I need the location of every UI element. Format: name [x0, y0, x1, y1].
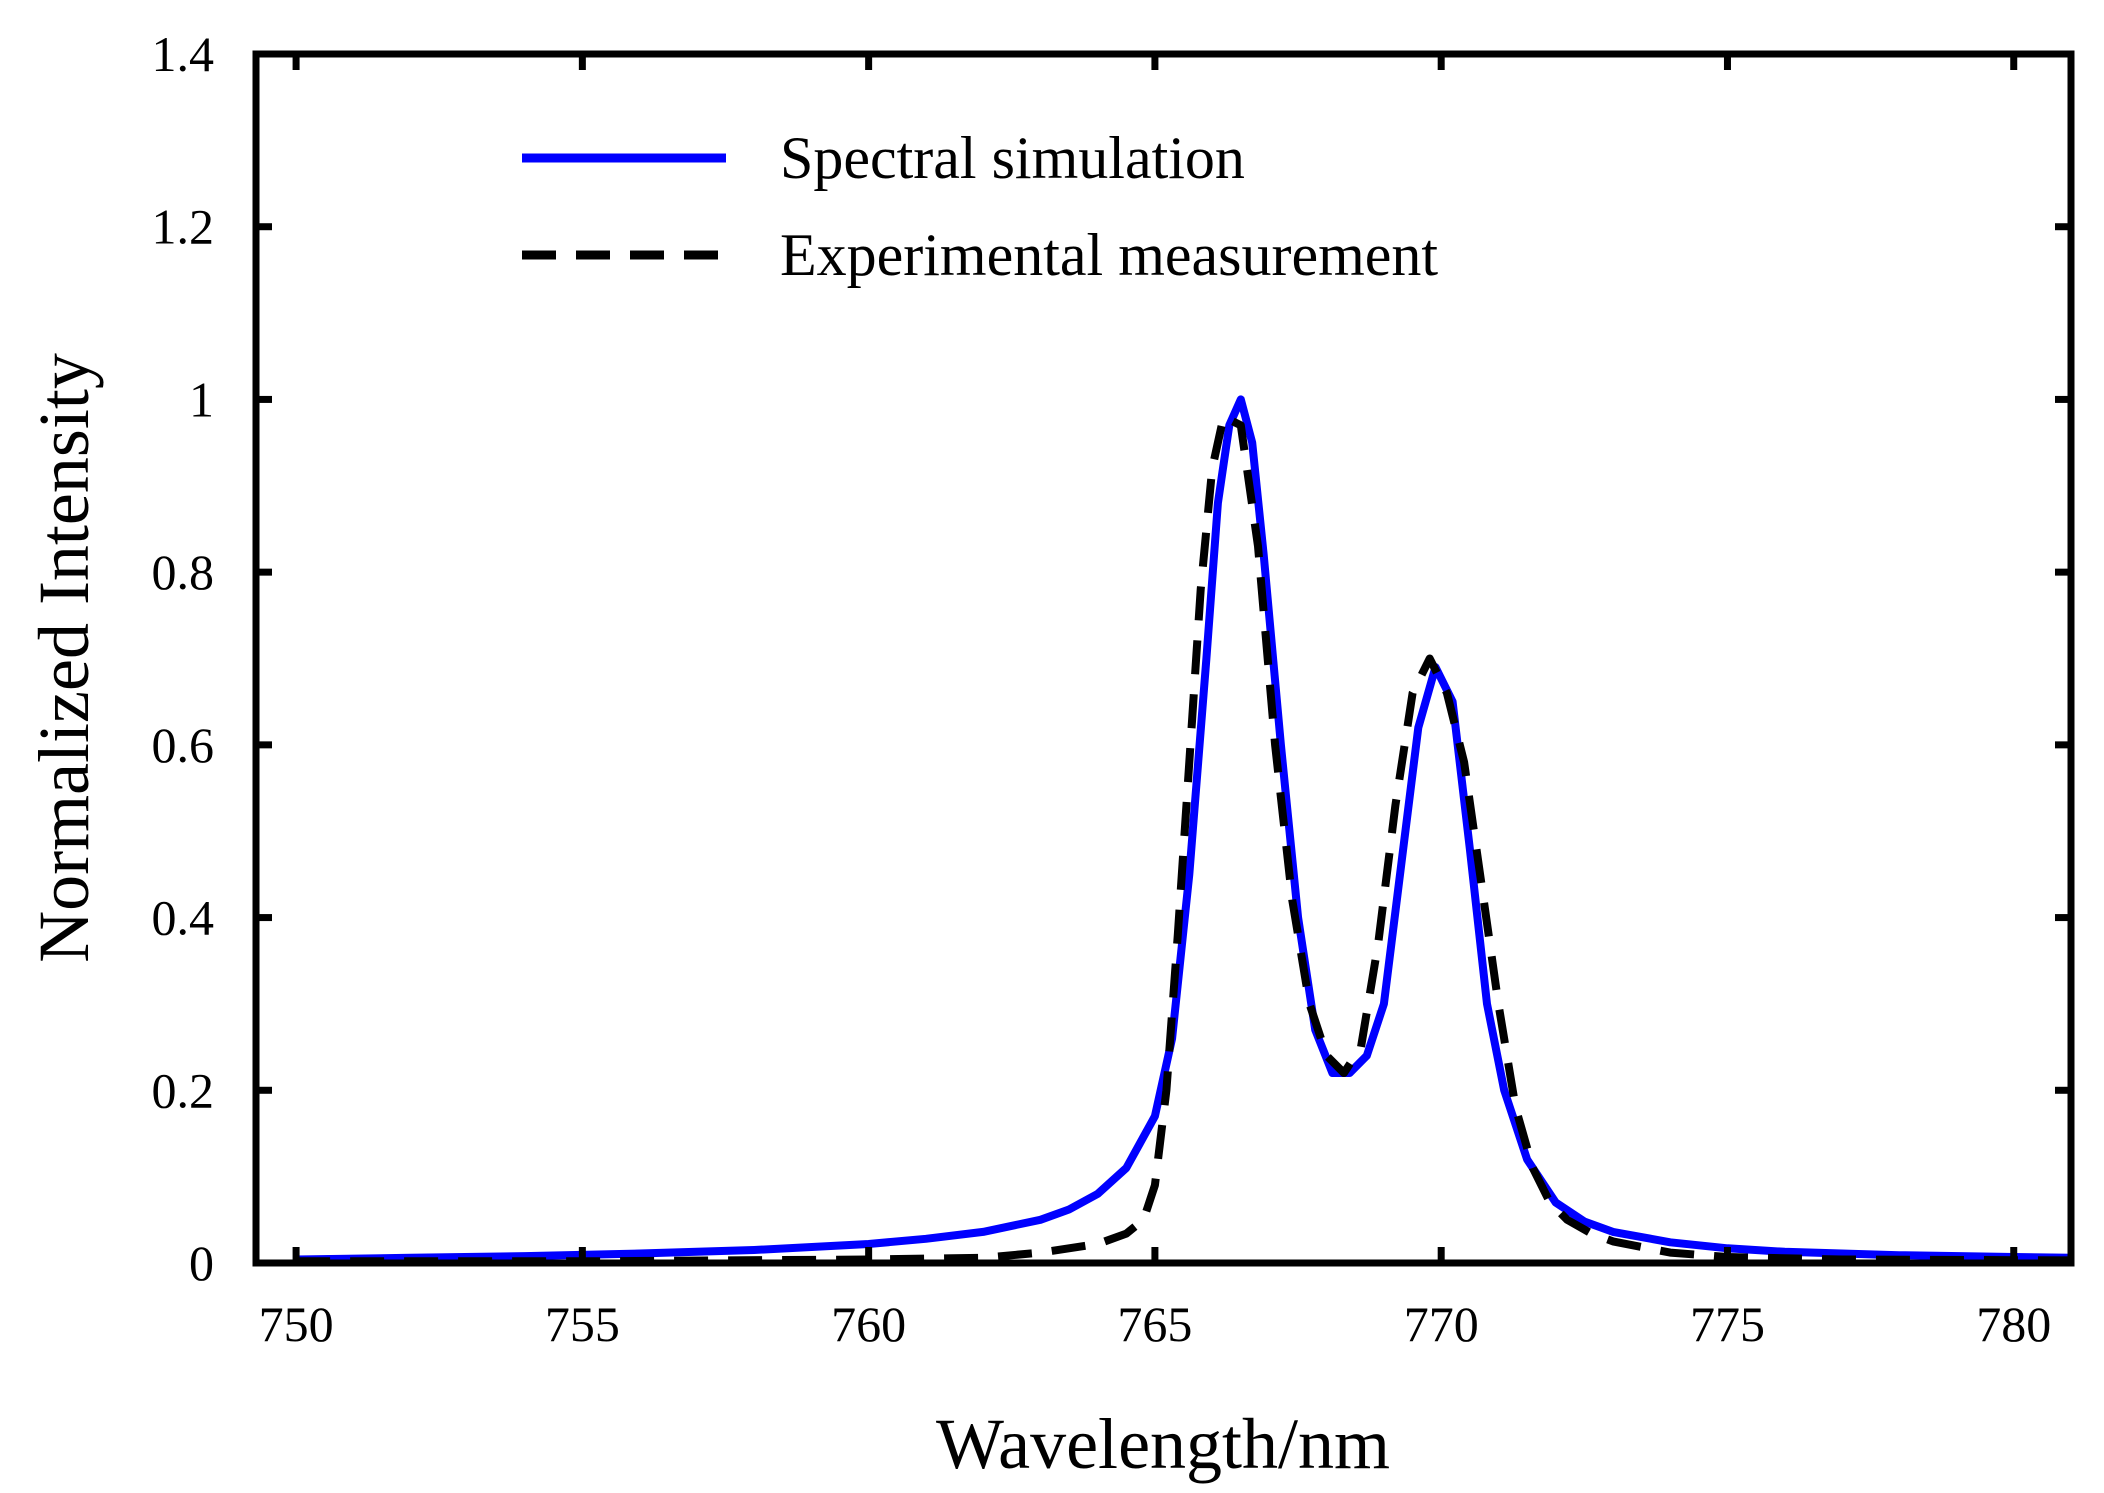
- y-tick-label: 0.4: [152, 890, 215, 946]
- tick-labels-layer: 750 755 760 765 770 775 780 0 0.2 0.4 0.6 0.8 1 1.2 1.…: [152, 26, 2052, 1352]
- y-tick-label: 1: [189, 371, 214, 427]
- x-tick-label: 780: [1976, 1296, 2051, 1352]
- legend: Spectral simulation Experimental measure…: [522, 125, 1438, 288]
- y-tick-label: 1.4: [152, 26, 215, 82]
- y-axis-title: Normalized Intensity: [24, 353, 104, 963]
- x-tick-label: 755: [545, 1296, 620, 1352]
- x-tick-label: 775: [1690, 1296, 1765, 1352]
- x-axis-title: Wavelength/nm: [936, 1404, 1390, 1484]
- y-tick-label: 0.6: [152, 717, 215, 773]
- y-tick-label: 0: [189, 1235, 214, 1291]
- y-tick-label: 0.8: [152, 544, 215, 600]
- x-tick-label: 760: [831, 1296, 906, 1352]
- x-tick-label: 765: [1117, 1296, 1192, 1352]
- legend-label-experimental: Experimental measurement: [780, 222, 1438, 288]
- y-tick-label: 0.2: [152, 1062, 215, 1118]
- legend-label-simulation: Spectral simulation: [780, 125, 1245, 191]
- x-tick-label: 750: [259, 1296, 334, 1352]
- x-tick-label: 770: [1404, 1296, 1479, 1352]
- y-tick-label: 1.2: [152, 199, 215, 255]
- plot-frame: [252, 50, 2075, 1267]
- series-layer: [296, 395, 2072, 1266]
